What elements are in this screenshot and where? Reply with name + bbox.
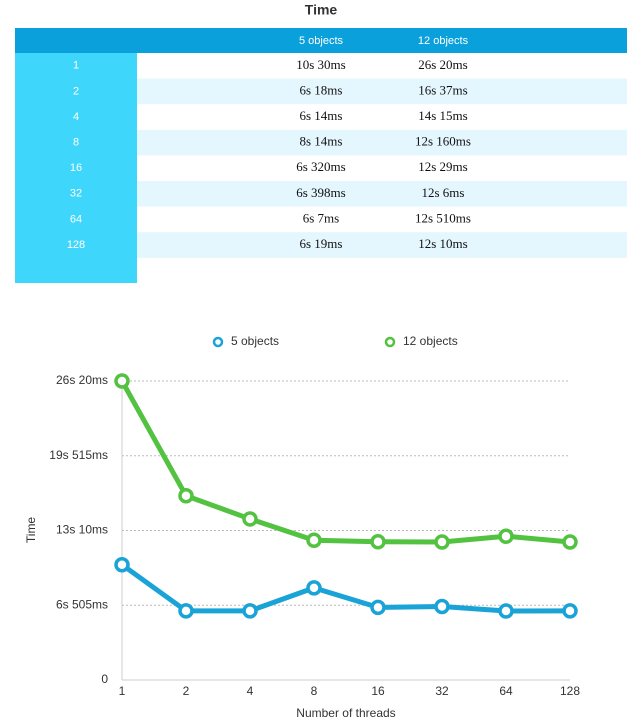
point — [178, 603, 194, 619]
row-index: 1 — [73, 60, 79, 72]
row-index: 16 — [70, 162, 82, 174]
table-cell: 8s 14ms — [300, 134, 343, 149]
table-cell: 6s 19ms — [300, 236, 343, 251]
x-tick-label: 1 — [119, 684, 126, 698]
table-cell: 12s 6ms — [422, 185, 465, 200]
point — [562, 534, 578, 550]
y-axis-title: Time — [24, 517, 38, 544]
row-index: 64 — [70, 213, 82, 225]
table-header-band — [15, 28, 627, 53]
row-index: 8 — [73, 137, 79, 149]
series-line — [119, 379, 571, 545]
x-tick-label: 8 — [311, 684, 318, 698]
table-cell: 26s 20ms — [418, 57, 467, 72]
x-tick-label: 128 — [560, 684, 580, 698]
point — [370, 534, 386, 550]
legend-label: 12 objects — [403, 334, 458, 348]
row-stripe — [137, 129, 627, 156]
y-tick-label: 13s 10ms — [56, 523, 108, 537]
legend-label: 5 objects — [231, 334, 279, 348]
legend-marker — [212, 336, 224, 348]
row-stripe — [137, 78, 627, 105]
table-cell: 6s 18ms — [300, 82, 343, 97]
point — [306, 580, 322, 596]
point — [498, 528, 514, 544]
point — [434, 598, 450, 615]
row-index: 2 — [73, 85, 79, 97]
x-tick-label: 64 — [499, 684, 513, 698]
point — [242, 603, 258, 619]
table-title: Time — [305, 2, 338, 18]
row-index: 128 — [67, 239, 85, 251]
table-cell: 14s 15ms — [418, 108, 467, 123]
point — [114, 556, 130, 573]
table-cell: 6s 320ms — [296, 159, 345, 174]
x-tick-label: 2 — [183, 684, 190, 698]
table-cell: 12s 160ms — [415, 134, 471, 149]
row-index: 32 — [70, 188, 82, 200]
table-cell: 6s 14ms — [300, 108, 343, 123]
table-cell: 6s 398ms — [296, 185, 345, 200]
column-header: 12 objects — [418, 35, 469, 47]
point — [370, 599, 386, 616]
x-tick-label: 32 — [435, 684, 449, 698]
table-cell: 12s 510ms — [415, 210, 471, 225]
y-tick-label: 0 — [101, 672, 108, 686]
series-line — [120, 562, 571, 614]
x-tick-label: 16 — [371, 684, 385, 698]
column-header: 5 objects — [299, 35, 344, 47]
x-axis-title: Number of threads — [296, 706, 395, 720]
table-cell: 10s 30ms — [296, 57, 345, 72]
row-stripe — [137, 232, 627, 258]
legend-marker — [384, 336, 396, 348]
y-tick-label: 26s 20ms — [56, 373, 108, 387]
table-cell: 16s 37ms — [418, 82, 467, 97]
point — [434, 534, 450, 550]
point — [562, 603, 578, 619]
point — [178, 487, 194, 504]
y-tick-label: 19s 515ms — [49, 448, 108, 462]
point — [306, 532, 322, 549]
table-cell: 12s 10ms — [418, 236, 467, 251]
point — [242, 511, 258, 527]
point — [498, 603, 514, 619]
table-index-column — [15, 53, 137, 283]
x-tick-label: 4 — [247, 684, 254, 698]
y-tick-label: 6s 505ms — [56, 597, 108, 611]
table-cell: 12s 29ms — [418, 159, 467, 174]
point — [114, 373, 130, 389]
row-index: 4 — [73, 111, 79, 123]
row-stripe — [137, 181, 627, 207]
table-cell: 6s 7ms — [303, 210, 339, 225]
